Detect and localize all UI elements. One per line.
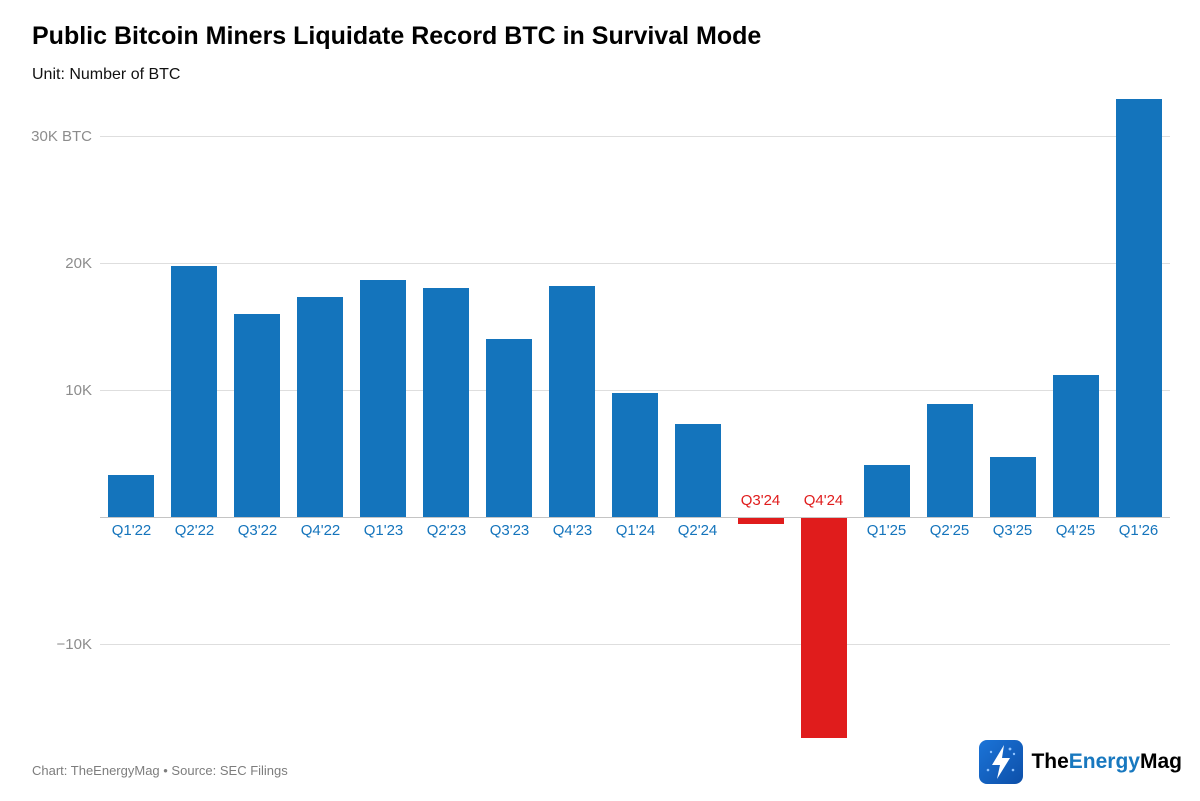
bar-Q2-22 — [171, 266, 217, 517]
x-axis-label: Q3'23 — [489, 522, 530, 539]
x-axis-label: Q3'24 — [740, 492, 781, 509]
y-axis-tick-label: 30K BTC — [31, 128, 92, 145]
zero-axis-line — [100, 517, 1170, 518]
bar-Q3-25 — [990, 457, 1036, 517]
bar-Q1-22 — [108, 475, 154, 517]
bar-Q4-24 — [801, 518, 847, 738]
x-axis-label: Q3'25 — [992, 522, 1033, 539]
x-axis-label: Q2'23 — [426, 522, 467, 539]
bar-Q2-24 — [675, 424, 721, 517]
gridline — [100, 644, 1170, 645]
x-axis-label: Q4'25 — [1055, 522, 1096, 539]
brand-name-mid: Energy — [1068, 750, 1140, 773]
x-axis-label: Q1'25 — [866, 522, 907, 539]
x-axis-label: Q4'23 — [552, 522, 593, 539]
bar-Q1-24 — [612, 393, 658, 517]
x-axis-label: Q4'22 — [300, 522, 341, 539]
brand-name: TheEnergyMag — [1031, 750, 1182, 774]
bar-Q2-25 — [927, 404, 973, 517]
x-axis-label: Q1'26 — [1118, 522, 1159, 539]
brand-name-suffix: Mag — [1140, 750, 1182, 773]
gridline — [100, 263, 1170, 264]
x-axis-label: Q1'22 — [111, 522, 152, 539]
gridline — [100, 136, 1170, 137]
bar-Q1-25 — [864, 465, 910, 517]
bar-Q3-22 — [234, 314, 280, 517]
gridline — [100, 390, 1170, 391]
x-axis-label: Q1'23 — [363, 522, 404, 539]
bar-Q3-23 — [486, 339, 532, 517]
bar-Q4-25 — [1053, 375, 1099, 517]
lightning-bolt-icon — [979, 740, 1024, 784]
brand-name-prefix: The — [1031, 750, 1069, 773]
x-axis-label: Q2'25 — [929, 522, 970, 539]
y-axis-tick-label: −10K — [56, 636, 92, 653]
x-axis-label: Q4'24 — [803, 492, 844, 509]
chart-title: Public Bitcoin Miners Liquidate Record B… — [32, 22, 762, 50]
bar-Q1-26 — [1116, 99, 1162, 517]
y-axis-tick-label: 10K — [65, 382, 92, 399]
x-axis-label: Q2'24 — [677, 522, 718, 539]
y-axis-tick-label: 20K — [65, 255, 92, 272]
bar-Q4-22 — [297, 297, 343, 517]
x-axis-label: Q2'22 — [174, 522, 215, 539]
x-axis-label: Q1'24 — [615, 522, 656, 539]
source-credit: Chart: TheEnergyMag • Source: SEC Filing… — [32, 763, 288, 778]
bar-Q1-23 — [360, 280, 406, 517]
bar-Q2-23 — [423, 288, 469, 517]
brand-logo: TheEnergyMag — [979, 740, 1182, 784]
x-axis-label: Q3'22 — [237, 522, 278, 539]
bar-Q3-24 — [738, 518, 784, 524]
chart-subtitle: Unit: Number of BTC — [32, 66, 181, 83]
bar-Q4-23 — [549, 286, 595, 517]
